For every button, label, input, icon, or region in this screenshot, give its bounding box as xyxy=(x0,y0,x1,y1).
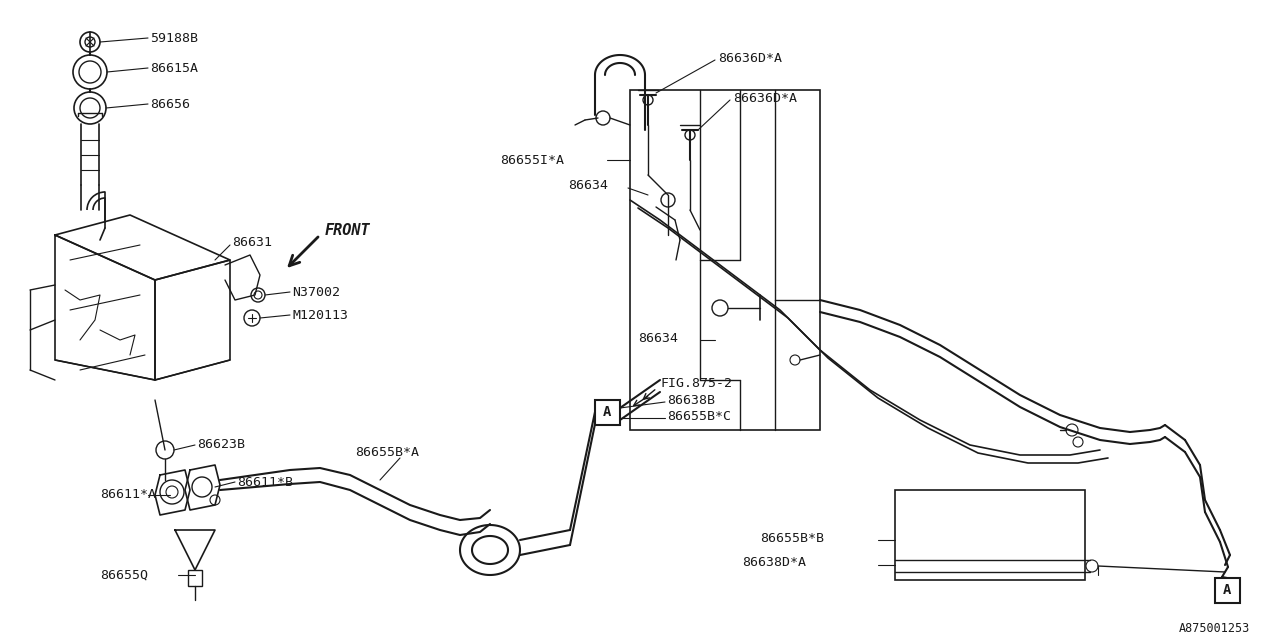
Text: 86636D*A: 86636D*A xyxy=(733,92,797,104)
Bar xyxy=(188,570,202,586)
Text: 86655I*A: 86655I*A xyxy=(500,154,564,166)
Bar xyxy=(895,490,1085,580)
Text: 86636D*A: 86636D*A xyxy=(718,51,782,65)
Text: 86638D*A: 86638D*A xyxy=(742,557,806,570)
Text: 59188B: 59188B xyxy=(150,31,198,45)
Text: 86611*B: 86611*B xyxy=(237,476,293,488)
Text: 86615A: 86615A xyxy=(150,61,198,74)
Bar xyxy=(595,400,620,425)
Text: M120113: M120113 xyxy=(292,308,348,321)
Text: 86638B: 86638B xyxy=(667,394,716,406)
Text: FRONT: FRONT xyxy=(325,223,371,237)
Text: 86623B: 86623B xyxy=(197,438,244,451)
Text: N37002: N37002 xyxy=(292,285,340,298)
Text: 86634: 86634 xyxy=(568,179,608,191)
Text: FIG.875-2: FIG.875-2 xyxy=(660,376,732,390)
Text: 86655B*C: 86655B*C xyxy=(667,410,731,422)
Bar xyxy=(630,90,820,430)
Text: 86655Q: 86655Q xyxy=(100,568,148,582)
Text: A875001253: A875001253 xyxy=(1179,621,1251,634)
Text: 86611*A: 86611*A xyxy=(100,488,156,502)
Text: 86655B*A: 86655B*A xyxy=(355,447,419,460)
Text: 86655B*B: 86655B*B xyxy=(760,531,824,545)
Bar xyxy=(1215,578,1240,603)
Text: A: A xyxy=(603,405,611,419)
Text: 86634: 86634 xyxy=(637,332,678,344)
Text: A: A xyxy=(1222,583,1231,597)
Text: 86631: 86631 xyxy=(232,236,273,248)
Text: 86656: 86656 xyxy=(150,97,189,111)
